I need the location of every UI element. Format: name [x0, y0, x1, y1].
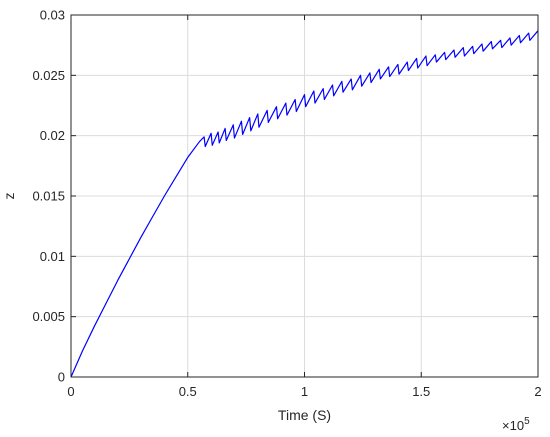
y-tick-label: 0.015 — [32, 189, 65, 204]
axes — [70, 14, 539, 378]
y-axis-label: z — [1, 193, 17, 200]
y-tick-label: 0 — [58, 370, 65, 385]
y-tick-label: 0.025 — [32, 68, 65, 83]
x-tick-label: 0.5 — [179, 384, 197, 399]
x-tick-labels: 0 0.5 1 1.5 2 — [67, 384, 541, 399]
grid — [70, 14, 539, 378]
x-tick-label: 2 — [534, 384, 541, 399]
y-tick-label: 0.005 — [32, 309, 65, 324]
y-tick-label: 0.01 — [40, 249, 65, 264]
y-tick-label: 0.03 — [40, 8, 65, 23]
x-exponent-power: 5 — [524, 416, 530, 427]
y-tick-label: 0.02 — [40, 128, 65, 143]
x-tick-label: 1.5 — [412, 384, 430, 399]
y-tick-labels: 0 0.005 0.01 0.015 0.02 0.025 0.03 — [32, 8, 65, 385]
x-exponent-label: ×105 — [502, 416, 530, 433]
series-layer — [70, 30, 539, 378]
x-tick-label: 1 — [301, 384, 308, 399]
x-axis-label: Time (S) — [278, 407, 331, 423]
x-exponent-base: ×10 — [502, 418, 524, 433]
series-line — [70, 30, 539, 378]
x-tick-label: 0 — [67, 384, 74, 399]
